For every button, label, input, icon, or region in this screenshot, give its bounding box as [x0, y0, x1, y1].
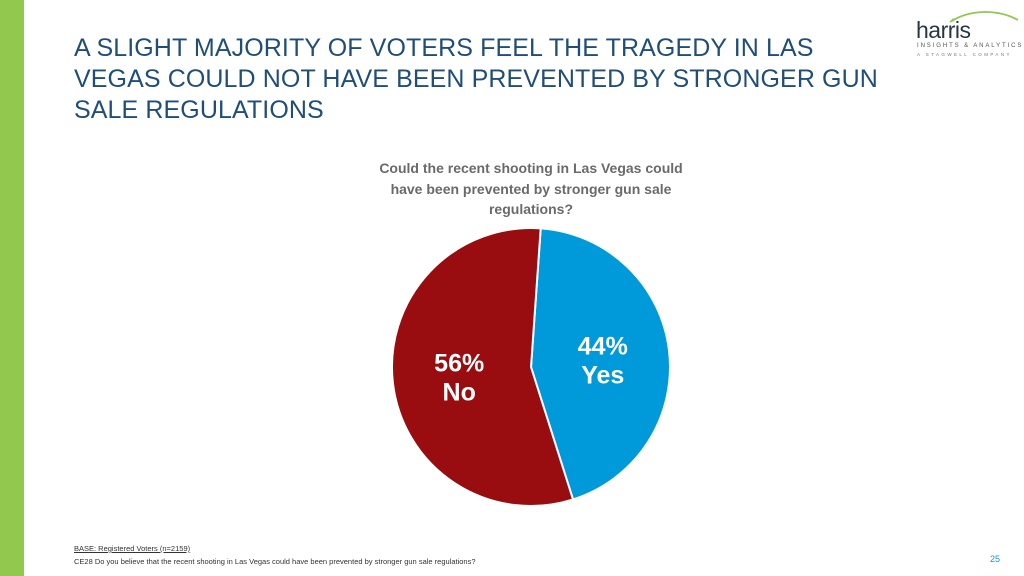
slide-title: A SLIGHT MAJORITY OF VOTERS FEEL THE TRA… — [74, 34, 878, 124]
question-footnote: CE28 Do you believe that the recent shoo… — [74, 557, 476, 566]
pie-slice-no — [391, 227, 575, 507]
pie-slice-yes — [529, 227, 671, 501]
base-footnote: BASE: Registered Voters (n=2159) — [74, 544, 191, 553]
logo-wordmark: harris — [916, 17, 971, 43]
slice-value-label-yes: 44% — [578, 332, 628, 360]
chart-title: Could the recent shooting in Las Vegas c… — [379, 160, 683, 217]
slice-category-label-no: No — [443, 379, 476, 407]
logo-subtagline: A STAGWELL COMPANY — [917, 52, 1012, 57]
harris-logo: harris INSIGHTS & ANALYTICS A STAGWELL C… — [912, 8, 1022, 60]
accent-bar — [0, 0, 24, 576]
slice-value-label-no: 56% — [434, 350, 484, 378]
logo-swoosh-icon — [949, 11, 1019, 23]
page-number: 25 — [990, 554, 1001, 564]
slice-category-label-yes: Yes — [581, 361, 624, 389]
logo-tagline: INSIGHTS & ANALYTICS — [917, 43, 1024, 49]
